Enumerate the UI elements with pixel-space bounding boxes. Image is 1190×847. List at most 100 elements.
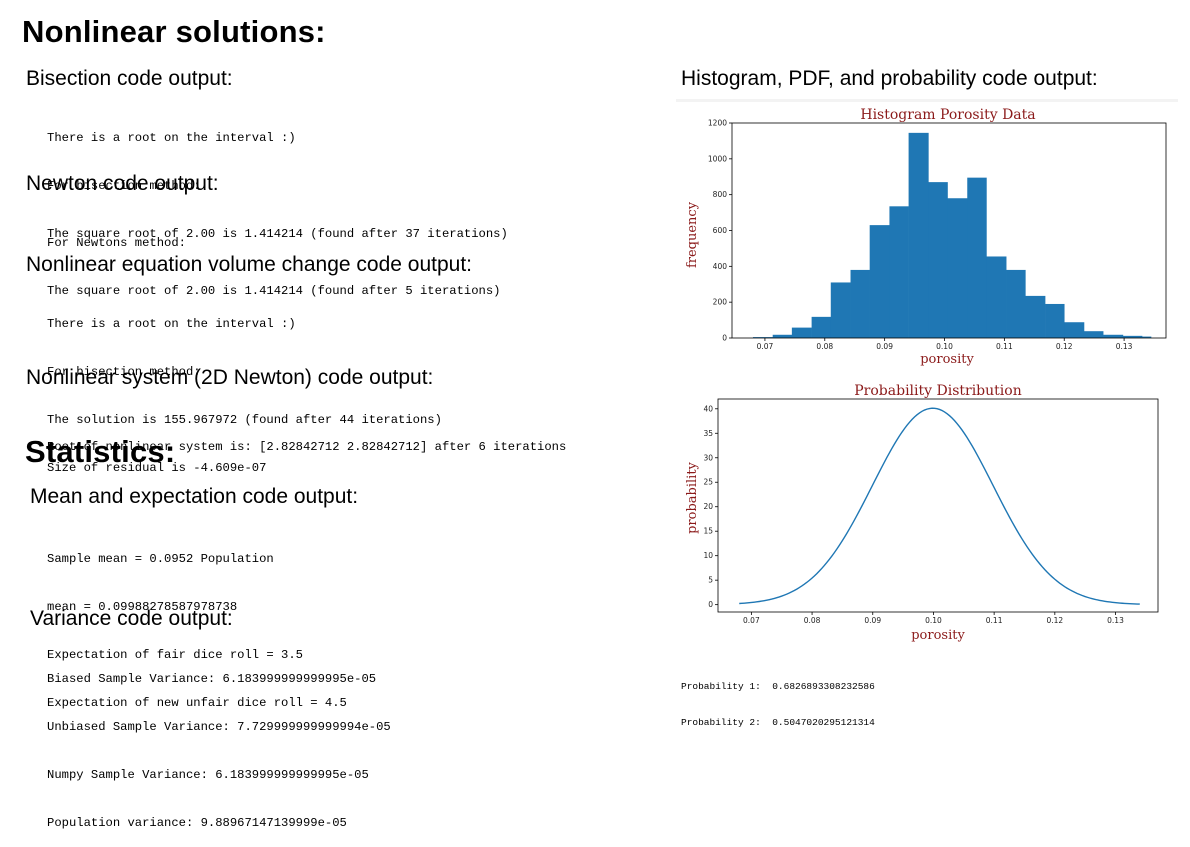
x-tick-label: 0.12: [1056, 342, 1073, 351]
histogram-bar: [850, 269, 870, 338]
histogram-plot-area: 0.07 0.08 0.09 0.10 0.11 0.12 0.13 0 200 400 600 80…: [708, 119, 1167, 351]
y-tick-label: 35: [703, 429, 713, 438]
pdf-xlabel: porosity: [911, 628, 965, 643]
x-tick-label: 0.07: [757, 342, 774, 351]
y-tick-label: 1200: [708, 119, 727, 128]
histogram-ylabel: frequency: [685, 201, 700, 268]
bisection-title: Bisection code output:: [26, 67, 233, 90]
output-line: Root of nonlinear system is: [2.82842712…: [47, 440, 567, 454]
mean-output: Sample mean = 0.0952 Population mean = 0…: [47, 519, 347, 727]
output-line: For Newtons method:: [47, 236, 186, 250]
pdf-curve: [739, 407, 1140, 605]
histogram-title: Histogram Porosity Data: [860, 107, 1035, 123]
output-line: Size of residual is -4.609e-07: [47, 461, 267, 475]
statistics-heading: Statistics:: [25, 434, 176, 469]
y-tick-label: 15: [703, 527, 713, 536]
y-tick-label: 5: [708, 576, 713, 585]
plot-frame: [717, 398, 1159, 613]
output-line: There is a root on the interval :): [47, 131, 296, 145]
histogram-bar: [928, 182, 948, 338]
y-tick-label: 10: [703, 551, 713, 560]
pdf-ylabel: probability: [685, 461, 700, 533]
y-tick-label: 800: [713, 190, 728, 199]
histogram-section-title: Histogram, PDF, and probability code out…: [681, 67, 1098, 90]
pdf-title: Probability Distribution: [854, 383, 1021, 399]
panel-divider: [676, 99, 1178, 102]
probability-output: Probability 1: 0.6826893308232586 Probab…: [681, 657, 875, 741]
system-title: Nonlinear system (2D Newton) code output…: [26, 366, 434, 389]
output-line: Sample mean = 0.0952 Population: [47, 552, 274, 566]
volume-output: There is a root on the interval :) For b…: [47, 284, 442, 492]
output-line: Expectation of new unfair dice roll = 4.…: [47, 696, 347, 710]
y-tick-label: 0: [722, 334, 727, 343]
y-tick-label: 20: [703, 502, 713, 511]
mean-title: Mean and expectation code output:: [30, 485, 359, 508]
histogram-bar: [947, 198, 968, 338]
histogram-bar: [908, 132, 929, 338]
output-line: For bisection method:: [47, 179, 201, 193]
output-line: Unbiased Sample Variance: 7.729999999999…: [47, 720, 391, 734]
output-line: For bisection method:: [47, 365, 201, 379]
output-line: mean = 0.09988278587978738: [47, 600, 238, 614]
x-tick-label: 0.10: [925, 616, 942, 625]
nonlinear-heading: Nonlinear solutions:: [22, 14, 326, 49]
histogram-bar: [1064, 322, 1085, 338]
histogram-bar: [1083, 331, 1104, 338]
output-line: The square root of 2.00 is 1.414214 (fou…: [47, 284, 501, 298]
x-tick-label: 0.13: [1107, 616, 1124, 625]
histogram-chart: Histogram Porosity Data 0.07 0.08 0.09 0.10…: [685, 107, 1167, 367]
y-tick-label: 25: [703, 478, 713, 487]
histogram-bar: [772, 334, 793, 338]
output-line: Population variance: 9.88967147139999e-0…: [47, 816, 347, 830]
x-tick-label: 0.10: [936, 342, 953, 351]
variance-title: Variance code output:: [30, 607, 233, 630]
y-tick-label: 200: [713, 298, 728, 307]
output-line: The solution is 155.967972 (found after …: [47, 413, 442, 427]
histogram-bar: [1025, 295, 1046, 338]
volume-title: Nonlinear equation volume change code ou…: [26, 253, 472, 276]
x-tick-label: 0.08: [804, 616, 821, 625]
variance-output: Biased Sample Variance: 6.18399999999999…: [47, 639, 391, 847]
probability-line: Probability 2: 0.5047020295121314: [681, 717, 875, 728]
output-line: Numpy Sample Variance: 6.183999999999995…: [47, 768, 369, 782]
pdf-chart: Probability Distribution 0.07 0.08 0.09 0.1…: [685, 383, 1159, 643]
output-line: There is a root on the interval :): [47, 317, 296, 331]
histogram-bar: [889, 206, 909, 338]
pdf-plot-area: 0.07 0.08 0.09 0.10 0.11 0.12 0.13 0 5 10 15 20 25 30…: [703, 398, 1159, 625]
histogram-xlabel: porosity: [920, 352, 974, 367]
y-tick-label: 40: [703, 404, 713, 413]
x-tick-label: 0.07: [743, 616, 760, 625]
histogram-bar: [1142, 336, 1152, 338]
x-tick-label: 0.11: [986, 616, 1003, 625]
x-tick-label: 0.11: [996, 342, 1013, 351]
x-tick-label: 0.09: [864, 616, 881, 625]
histogram-bar: [752, 337, 774, 338]
histogram-bar: [967, 177, 987, 338]
y-tick-label: 30: [703, 453, 713, 462]
histogram-bar: [1045, 303, 1065, 338]
x-tick-label: 0.13: [1116, 342, 1133, 351]
histogram-bar: [1006, 269, 1026, 338]
bisection-output: There is a root on the interval :) For b…: [47, 98, 508, 258]
histogram-bar: [811, 316, 832, 338]
histogram-bar: [791, 327, 812, 338]
probability-line: Probability 1: 0.6826893308232586: [681, 681, 875, 692]
histogram-bar: [986, 256, 1007, 338]
x-tick-label: 0.08: [816, 342, 833, 351]
plot-frame: [731, 122, 1167, 339]
histogram-bar: [869, 225, 890, 338]
y-tick-label: 400: [713, 262, 728, 271]
y-tick-label: 600: [713, 226, 728, 235]
x-tick-label: 0.12: [1046, 616, 1063, 625]
output-line: Expectation of fair dice roll = 3.5: [47, 648, 303, 662]
histogram-bar: [830, 282, 851, 338]
histogram-bar: [1122, 335, 1143, 338]
newton-output: For Newtons method: The square root of 2…: [47, 203, 500, 315]
y-tick-label: 1000: [708, 154, 727, 163]
histogram-bar: [1103, 334, 1124, 338]
output-line: The square root of 2.00 is 1.414214 (fou…: [47, 227, 508, 241]
newton-title: Newton code output:: [26, 172, 219, 195]
output-line: Biased Sample Variance: 6.18399999999999…: [47, 672, 377, 686]
y-tick-label: 0: [708, 600, 713, 609]
system-output: Root of nonlinear system is: [2.82842712…: [47, 407, 566, 471]
